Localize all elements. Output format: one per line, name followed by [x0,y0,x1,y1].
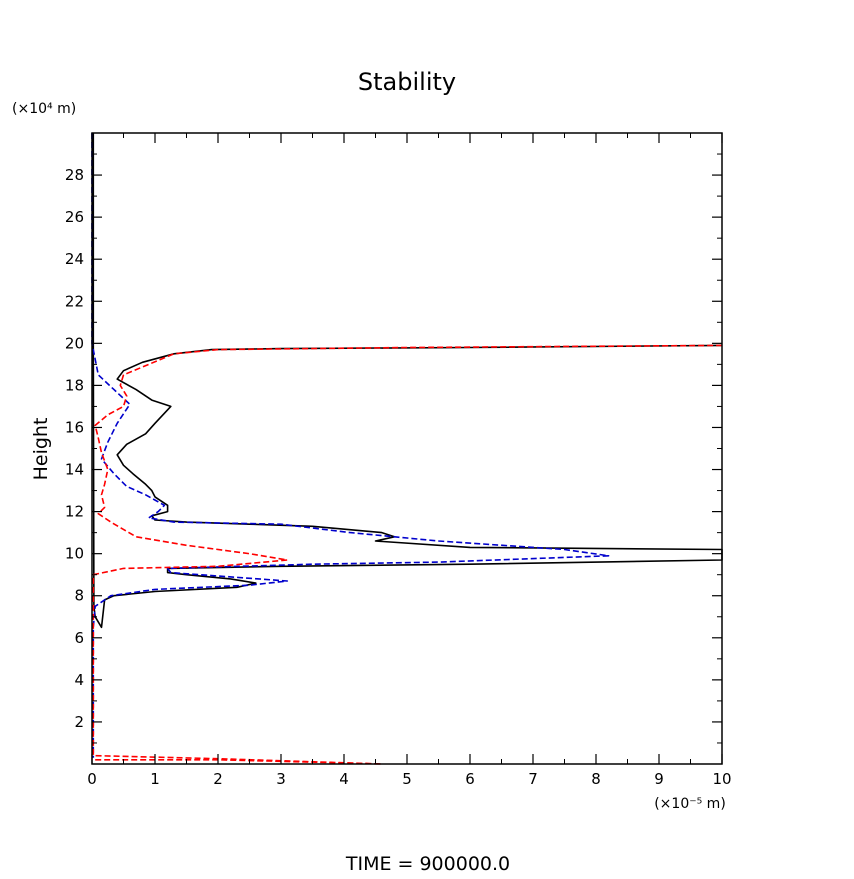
series-line-1 [92,133,723,629]
y-tick-label: 16 [65,418,84,436]
y-tick-label: 12 [65,503,84,521]
plot-frame [91,132,723,765]
x-tick-label: 7 [528,770,538,788]
series-layer [91,133,723,765]
x-unit-label: (×10⁻⁵ m) [654,796,726,812]
x-tick-label: 5 [402,770,412,788]
y-tick-label: 20 [65,334,84,352]
y-tick-label: 6 [74,629,84,647]
y-tick-label: 18 [65,376,84,394]
x-tick-label: 3 [276,770,286,788]
y-tick-label: 14 [65,461,84,479]
x-tick-label: 6 [465,770,475,788]
series-line-2 [91,133,610,758]
y-tick-label: 22 [65,292,84,310]
x-tick-label: 4 [339,770,349,788]
time-footer: TIME = 900000.0 [345,853,510,875]
x-tick-label: 1 [150,770,160,788]
y-tick-label: 4 [74,671,84,689]
y-axis-title: Height [30,418,52,481]
x-tick-label: 9 [654,770,664,788]
y-tick-label: 2 [74,713,84,731]
series-line-3 [92,344,723,765]
y-tick-label: 26 [65,208,84,226]
y-tick-label: 24 [65,250,84,268]
y-tick-label: 10 [65,545,84,563]
x-tick-label: 0 [87,770,97,788]
y-tick-label: 28 [65,166,84,184]
x-tick-label: 2 [213,770,223,788]
chart-title: Stability [358,68,456,96]
x-tick-label: 8 [591,770,601,788]
x-tick-label: 10 [712,770,731,788]
y-tick-label: 8 [74,587,84,605]
y-unit-label: (×10⁴ m) [12,101,76,117]
